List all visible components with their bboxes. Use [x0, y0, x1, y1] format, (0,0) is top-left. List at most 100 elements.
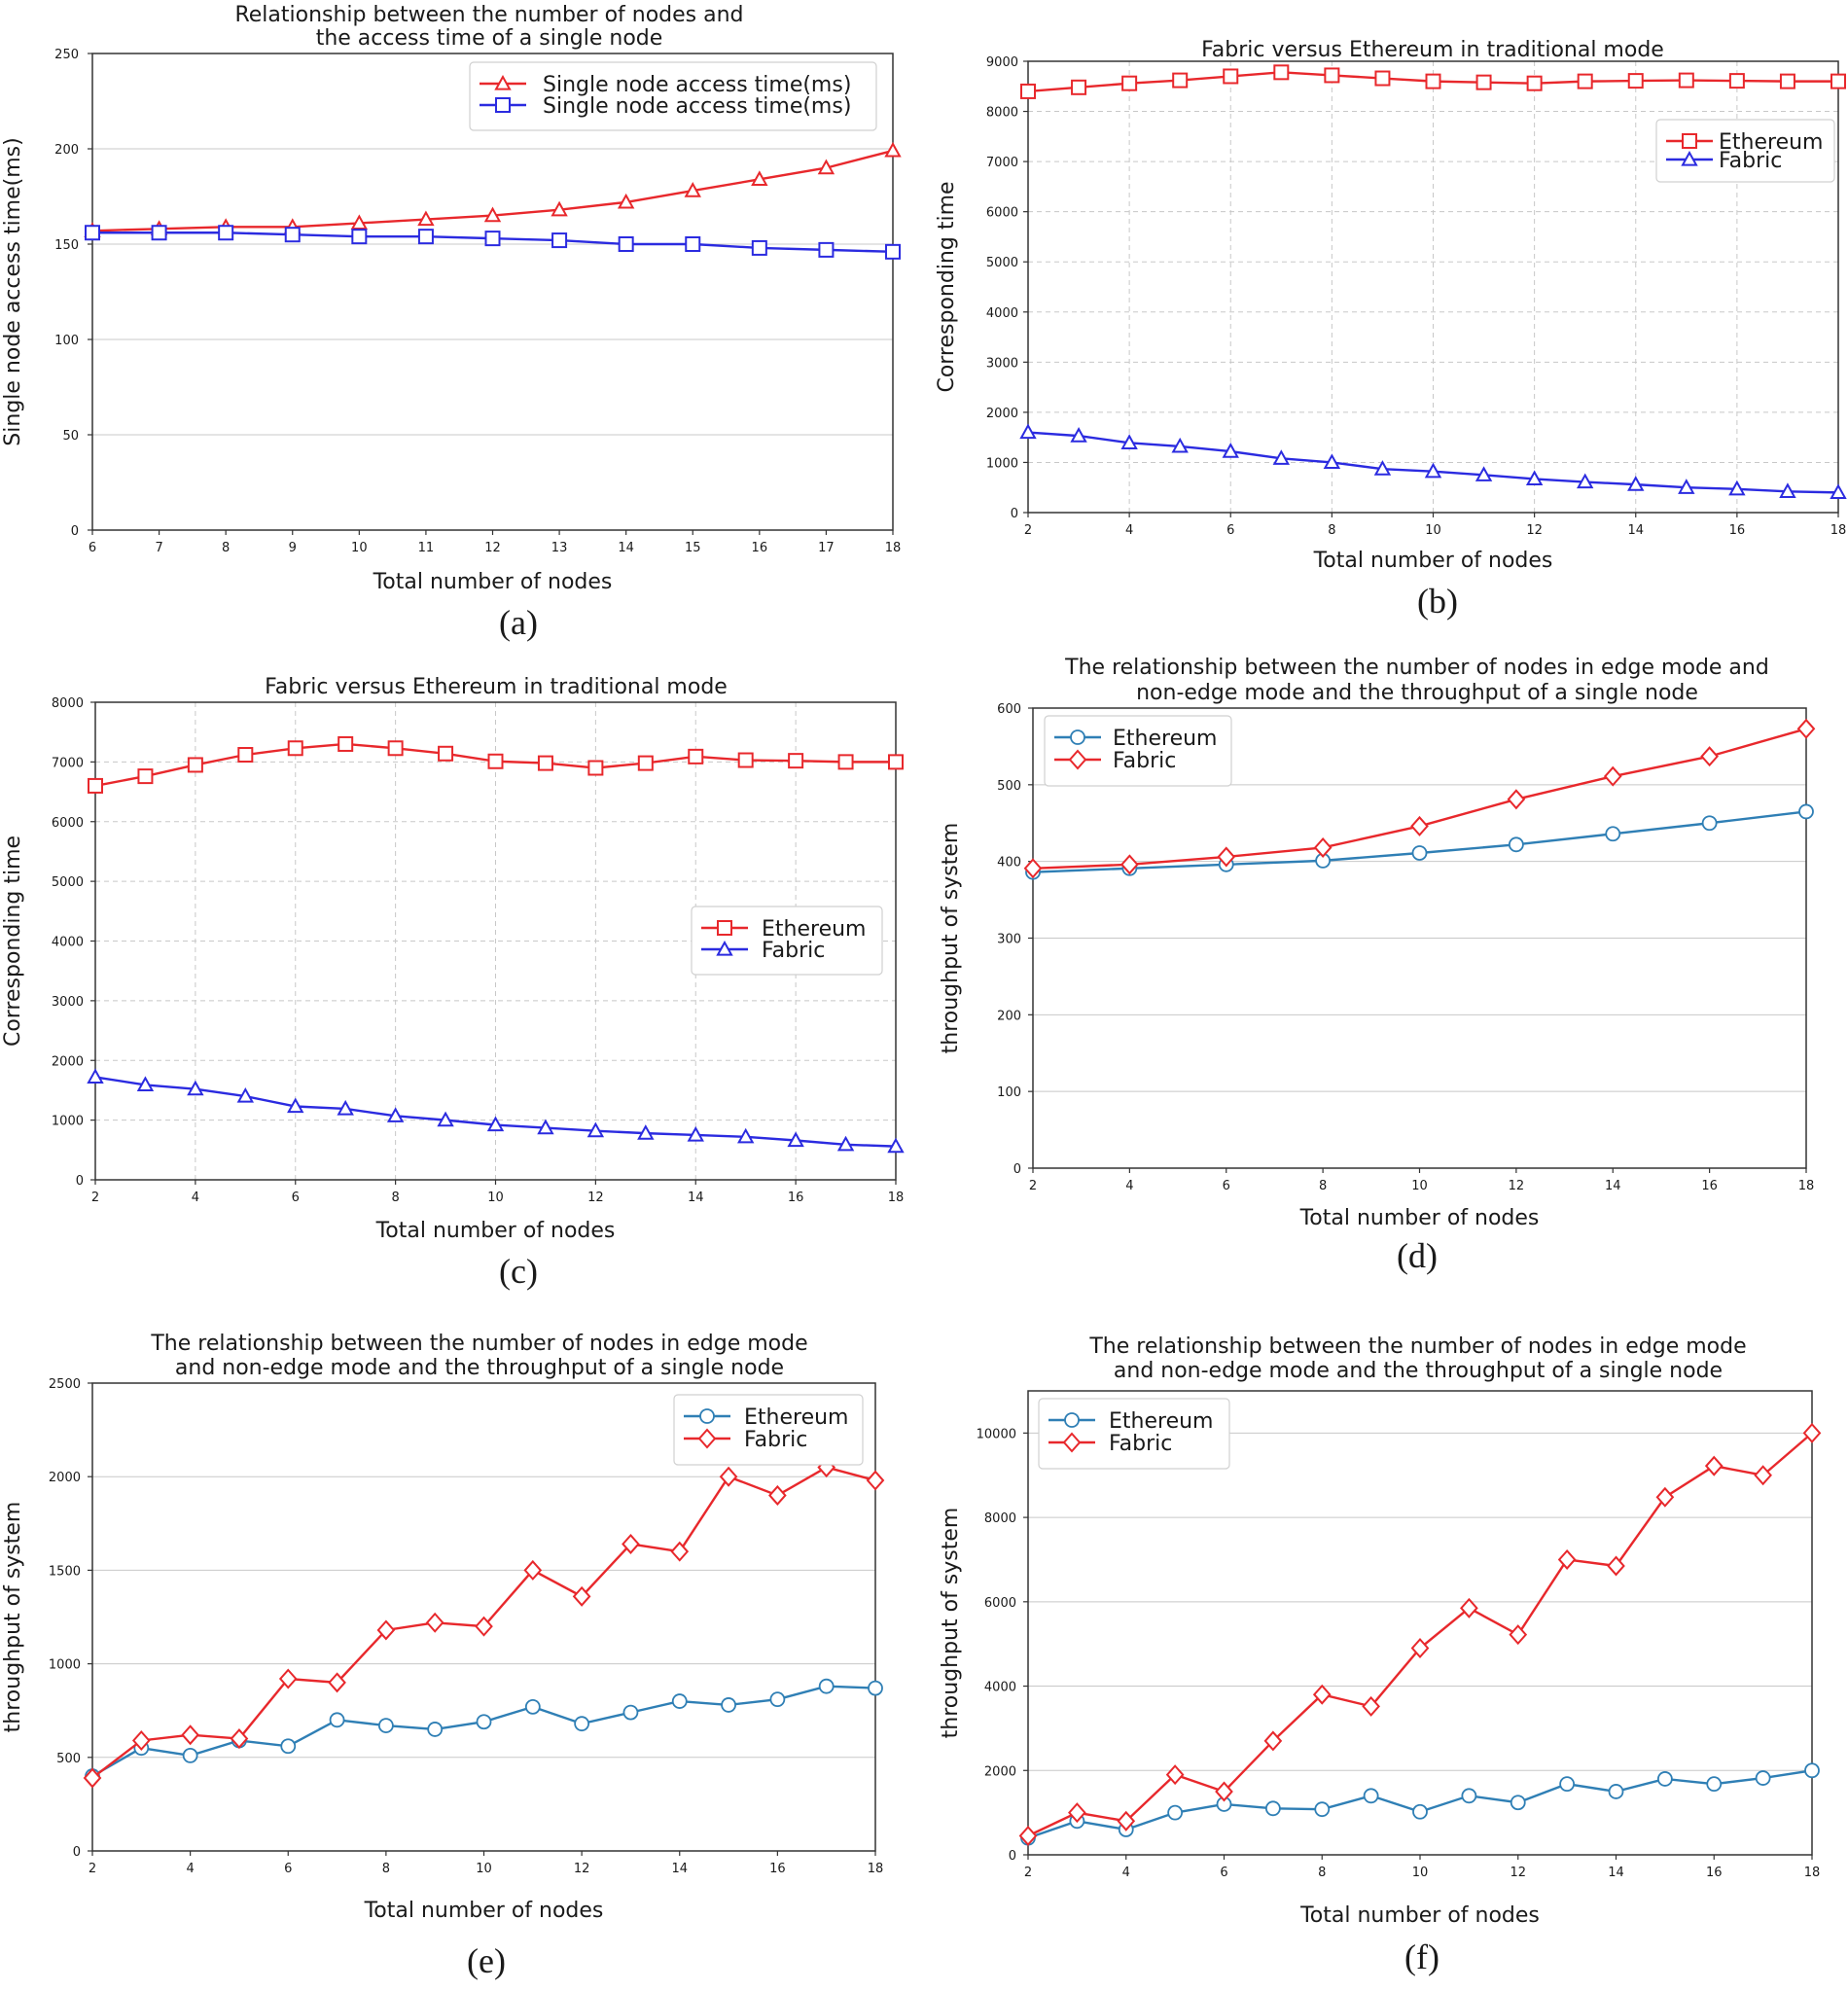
y-tick-label: 0 — [73, 1845, 81, 1860]
y-tick-label: 8000 — [52, 696, 84, 711]
y-tick-label: 1000 — [52, 1115, 84, 1129]
data-point — [476, 1714, 492, 1730]
data-point — [1678, 72, 1694, 89]
x-tick-label: 9 — [289, 541, 297, 555]
x-tick-label: 12 — [1509, 1179, 1525, 1193]
data-point — [1656, 1771, 1673, 1787]
data-point — [1272, 449, 1291, 465]
data-point — [1830, 73, 1846, 89]
data-point — [351, 229, 368, 245]
legend-box — [1044, 715, 1232, 787]
data-point — [1779, 73, 1795, 89]
data-point — [1802, 1422, 1822, 1443]
data-point — [637, 1124, 655, 1140]
data-point — [1362, 1695, 1380, 1717]
data-point — [622, 1704, 639, 1721]
legend-entry: Fabric — [762, 939, 825, 963]
data-point — [1171, 437, 1189, 453]
data-point — [1605, 826, 1621, 842]
x-tick-label: 2 — [89, 1862, 96, 1876]
data-point — [1410, 1638, 1430, 1659]
data-point — [587, 760, 604, 776]
y-tick-label: 0 — [71, 524, 79, 539]
legend-entry: Ethereum — [1719, 130, 1823, 155]
data-point — [386, 1107, 405, 1122]
x-tick-label: 4 — [1122, 1866, 1130, 1880]
y-tick-label: 5000 — [986, 256, 1018, 270]
data-point — [1023, 858, 1043, 879]
y-tick-label: 4000 — [986, 306, 1018, 321]
data-point — [1215, 1781, 1233, 1802]
data-point — [537, 1119, 554, 1135]
data-point — [187, 1080, 204, 1096]
data-point — [1704, 1455, 1724, 1476]
data-point — [287, 740, 303, 757]
y-tick-label: 10000 — [977, 1427, 1016, 1441]
y-tick-label: 200 — [997, 1009, 1021, 1023]
series-ethereum-0 — [88, 735, 904, 794]
x-tick-label: 6 — [1220, 1866, 1227, 1880]
chart-title: The relationship between the number of n… — [1088, 1334, 1746, 1359]
data-point — [236, 1087, 255, 1103]
legend-entry: Fabric — [1109, 1432, 1172, 1456]
chart-title: The relationship between the number of n… — [150, 1332, 807, 1356]
series-single-node-access-time-ms--0 — [84, 141, 902, 237]
data-point — [475, 1616, 493, 1637]
data-point — [884, 141, 902, 158]
data-point — [1607, 1555, 1625, 1577]
x-tick-label: 6 — [292, 1191, 300, 1205]
data-point — [1608, 1784, 1624, 1799]
data-point — [866, 1470, 885, 1491]
series-fabric-1 — [87, 1068, 905, 1154]
y-axis-label: throughput of system — [939, 823, 963, 1054]
data-point — [137, 768, 154, 785]
data-point — [836, 1135, 855, 1152]
data-point — [685, 236, 701, 252]
data-point — [483, 206, 502, 223]
x-tick-label: 4 — [1125, 523, 1133, 538]
data-point — [1577, 73, 1593, 89]
x-tick-label: 14 — [671, 1862, 688, 1876]
data-point — [551, 200, 568, 217]
x-tick-label: 18 — [868, 1862, 884, 1876]
x-tick-label: 18 — [1830, 523, 1847, 538]
data-point — [437, 1111, 454, 1127]
series-fabric-1 — [83, 1457, 885, 1789]
x-tick-label: 10 — [1412, 1866, 1429, 1880]
x-tick-label: 18 — [1798, 1179, 1815, 1193]
data-point — [1410, 815, 1429, 836]
x-tick-label: 16 — [1729, 523, 1746, 538]
chart-title: The relationship between the number of n… — [1064, 656, 1769, 680]
data-point — [1627, 73, 1644, 89]
legend-box — [1038, 1398, 1230, 1470]
data-point — [888, 754, 904, 770]
data-point — [278, 1668, 298, 1689]
x-tick-label: 14 — [1608, 1866, 1624, 1880]
data-point — [1273, 64, 1290, 81]
chart-title: Relationship between the number of nodes… — [234, 3, 743, 27]
chart-panel-d: The relationship between the number of n… — [939, 656, 1816, 1275]
y-tick-label: 6000 — [986, 206, 1018, 221]
y-axis-label: Corresponding time — [1, 836, 25, 1047]
data-point — [1070, 427, 1087, 443]
x-tick-label: 6 — [1226, 523, 1234, 538]
data-point — [350, 214, 369, 231]
series-single-node-access-time-ms--1 — [85, 225, 901, 260]
data-point — [1706, 1776, 1723, 1793]
data-point — [1068, 1802, 1086, 1824]
data-point — [427, 1722, 444, 1737]
x-tick-label: 6 — [284, 1862, 292, 1876]
data-point — [131, 1729, 151, 1751]
y-tick-label: 200 — [54, 143, 79, 158]
x-tick-label: 14 — [618, 541, 634, 555]
panel-caption: (e) — [467, 1941, 506, 1980]
data-point — [1323, 453, 1341, 470]
x-tick-label: 18 — [885, 541, 902, 555]
y-axis-label: throughput of system — [1, 1502, 25, 1733]
data-point — [523, 1559, 543, 1581]
x-tick-label: 17 — [818, 541, 835, 555]
y-tick-label: 1000 — [49, 1658, 81, 1673]
data-point — [1557, 1548, 1577, 1570]
x-axis-label: Total number of nodes — [375, 1219, 616, 1243]
x-tick-label: 18 — [1804, 1866, 1821, 1880]
